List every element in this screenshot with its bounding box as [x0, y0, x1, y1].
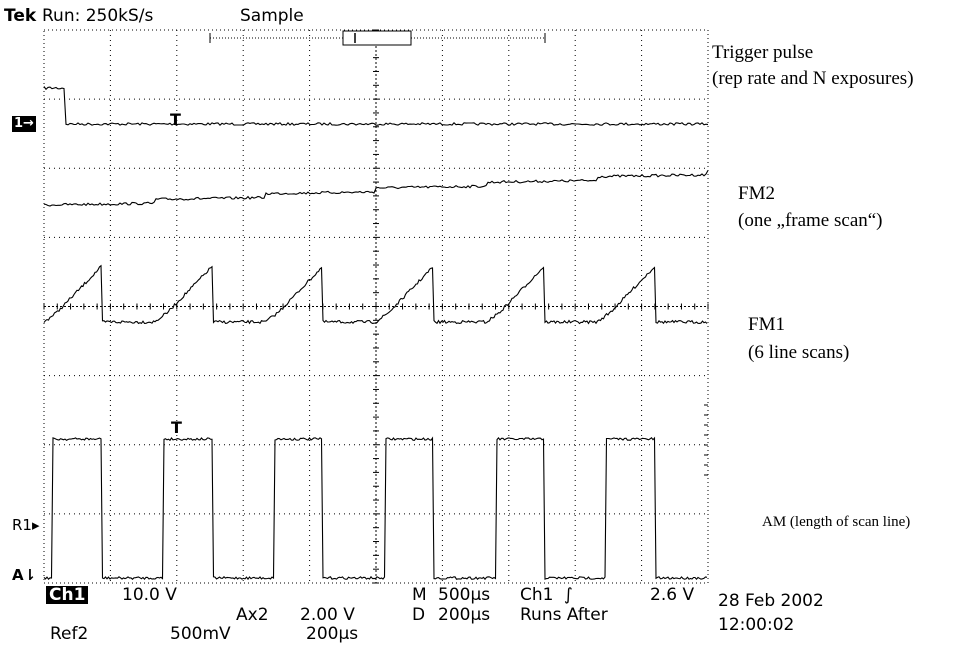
trigger-slope-icon: ∫ [564, 585, 573, 605]
am-label: AM (length of scan line) [762, 514, 911, 530]
acquisition-status: Run: 250kS/s [42, 6, 154, 26]
d-time: 200µs [438, 605, 491, 625]
ch1-scale: 10.0 V [122, 585, 177, 605]
fm2-label: FM2 [738, 183, 775, 204]
fm1-label: FM1 [748, 314, 785, 335]
fm1-sublabel: (6 line scans) [748, 342, 850, 363]
m-label: M [412, 585, 427, 605]
ax2-label: Ax2 [236, 605, 269, 625]
capture-time: 12:00:02 [718, 615, 795, 635]
trigger-pulse-trace [43, 86, 709, 126]
ch1-marker: 1→ [12, 116, 36, 132]
m-time: 500µs [438, 585, 491, 605]
capture-date: 28 Feb 2002 [718, 591, 824, 611]
trigger-window-bracket [342, 30, 412, 46]
trigger-mode: Runs After [520, 605, 608, 625]
brand-logo: Tek [4, 6, 37, 26]
trigger-t-marker-2: T [171, 418, 182, 437]
r1-marker: R1▸ [12, 516, 40, 534]
ch1-readout-label: Ch1 [46, 586, 89, 604]
ref2-scale: 500mV [170, 624, 231, 644]
trigger-sublabel: (rep rate and N exposures) [712, 68, 914, 89]
a-marker: A⇂ [12, 566, 37, 584]
am-trace [43, 436, 708, 581]
fm2-sublabel: (one „frame scan“) [738, 210, 883, 231]
ref2-label: Ref2 [50, 624, 89, 644]
decorations [209, 30, 708, 476]
trigger-source: Ch1 [520, 585, 554, 605]
traces [43, 86, 709, 581]
fm1-trace [43, 264, 708, 325]
trigger-level: 2.6 V [650, 585, 695, 605]
d-label: D [412, 605, 426, 625]
graticule [43, 29, 709, 584]
acquisition-mode: Sample [240, 6, 304, 26]
trigger-t-marker-1: T [170, 110, 181, 129]
fm2-trace [43, 170, 709, 207]
ax2-scale: 2.00 V [300, 605, 355, 625]
trigger-label: Trigger pulse [712, 42, 814, 63]
ax2-time: 200µs [306, 624, 359, 644]
